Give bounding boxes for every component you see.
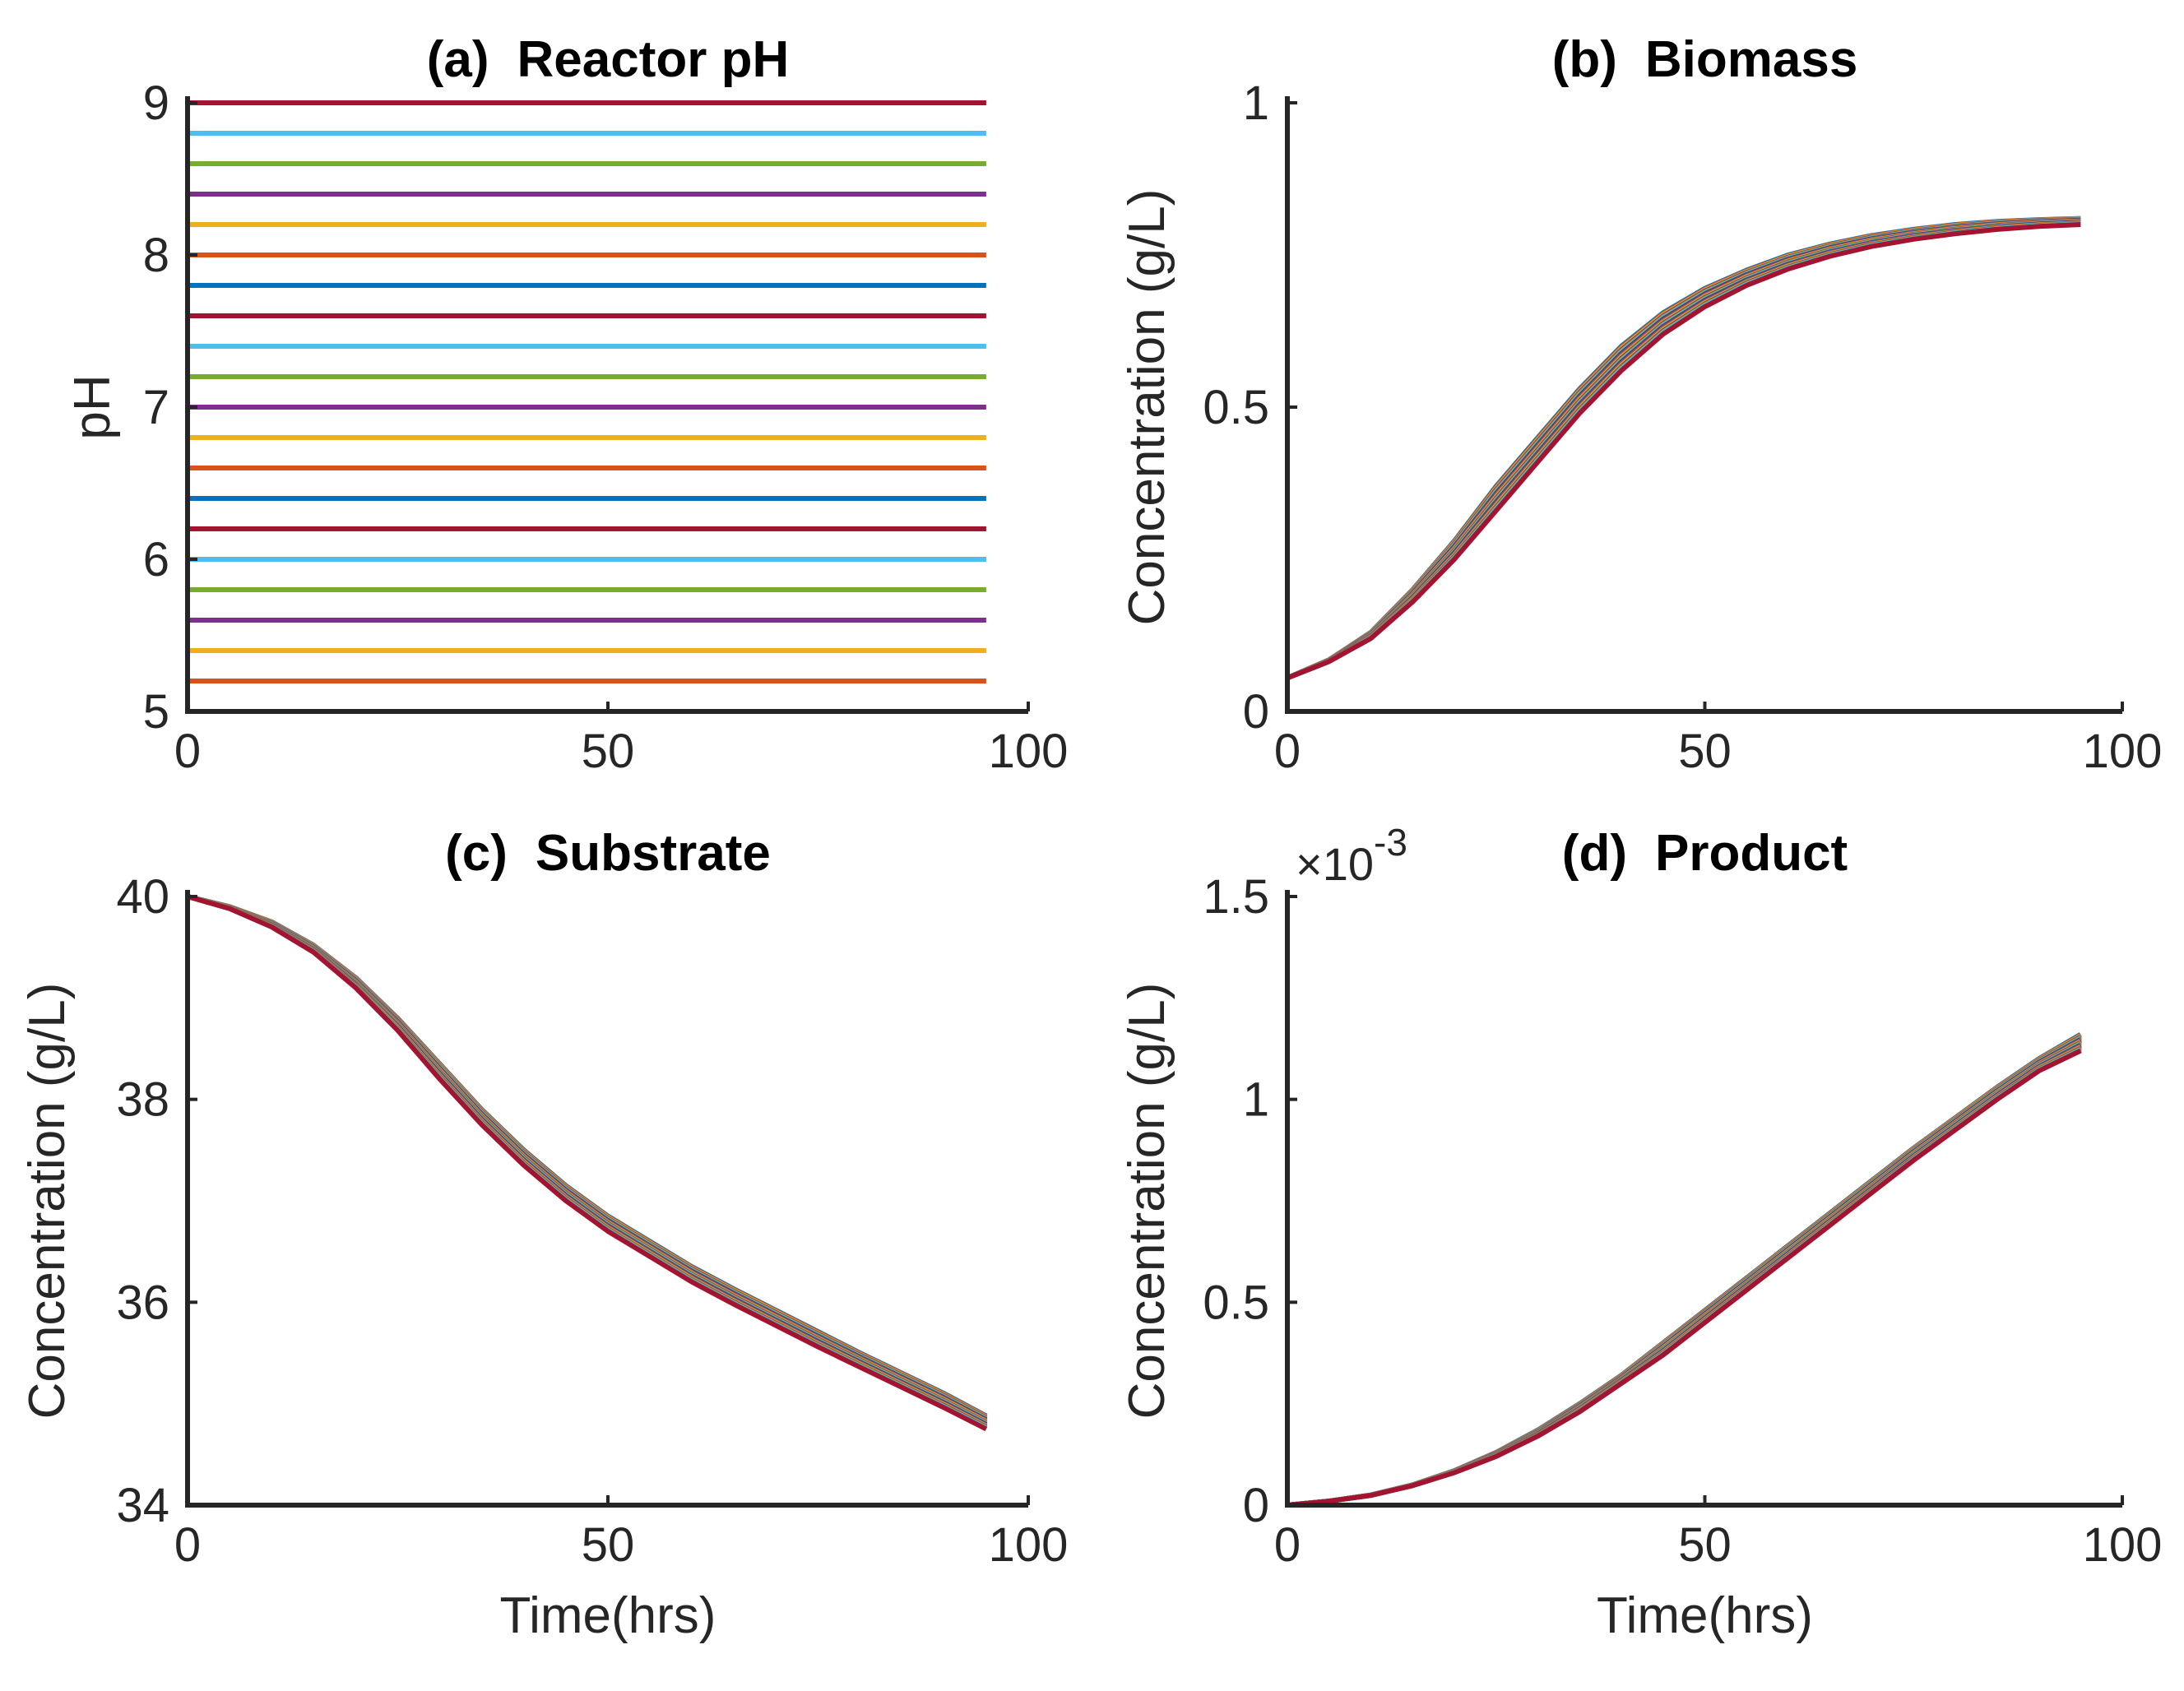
y-tick-label: 38	[116, 1073, 169, 1127]
panel-c: 0 50 100 34 36 38 40 (c) Substrate Concentration …	[19, 825, 1068, 1644]
y-tick-label: 34	[116, 1479, 169, 1532]
series-line	[187, 894, 988, 1432]
series-group	[188, 100, 986, 714]
x-tick-label: 100	[2083, 1518, 2163, 1572]
y-axis-label: pH	[64, 374, 121, 439]
chart-title: (d) Product	[1562, 825, 1848, 882]
panel-label: (d)	[1562, 825, 1627, 882]
series-line	[1287, 1036, 2082, 1508]
series-line	[187, 894, 988, 1420]
panel-title: Reactor pH	[517, 31, 790, 88]
series-line	[1287, 1035, 2082, 1508]
series-line	[1287, 1033, 2082, 1508]
panel-title: Biomass	[1645, 31, 1857, 88]
y-tick-label: 0	[1243, 685, 1269, 739]
y-tick-label: 5	[143, 685, 169, 739]
y-tick-label: 6	[143, 533, 169, 586]
series-group	[1287, 1032, 2082, 1508]
y-tick-label: 1	[1243, 1073, 1269, 1127]
y-tick-label: 36	[116, 1276, 169, 1329]
series-line	[187, 894, 988, 1426]
series-line	[1287, 1034, 2082, 1508]
panel-title: Product	[1655, 825, 1848, 882]
y-tick-label: 9	[143, 76, 169, 130]
series-group	[1286, 215, 2081, 681]
x-tick-label: 0	[174, 725, 201, 778]
series-line	[1287, 1035, 2082, 1508]
series-line	[1287, 1048, 2082, 1508]
series-line	[187, 894, 988, 1427]
x-tick-label: 0	[1274, 725, 1301, 778]
chart-title: (c) Substrate	[445, 825, 771, 882]
series-line	[187, 894, 988, 1425]
x-tick-label: 100	[989, 1518, 1069, 1572]
panel-d: 0 50 100 0 0.5 1 1.5 (d) Product Concentration (g…	[1119, 821, 2162, 1644]
x-tick-label: 0	[174, 1518, 201, 1572]
series-line	[187, 894, 988, 1420]
series-line	[187, 894, 988, 1422]
series-line	[187, 894, 988, 1428]
series-line	[1286, 222, 2081, 681]
y-tick-label: 0	[1243, 1479, 1269, 1532]
panel-title: Substrate	[536, 825, 771, 882]
x-tick-label: 100	[989, 725, 1069, 778]
series-line	[187, 894, 988, 1419]
series-line	[187, 894, 988, 1422]
panel-label: (a)	[427, 31, 489, 88]
x-tick-label: 50	[582, 725, 635, 778]
y-tick-label: 0.5	[1203, 381, 1269, 434]
y-tick-label: 1.5	[1203, 870, 1269, 924]
series-line	[1287, 1037, 2082, 1508]
y-tick-label: 1	[1243, 76, 1269, 130]
panel-a: 0 50 100 5 6 7 8 9 (a) Reactor pH pH	[64, 31, 1068, 778]
series-line	[1287, 1037, 2082, 1508]
series-line	[187, 894, 988, 1431]
y-tick-label: 0.5	[1203, 1276, 1269, 1329]
axis-exponent-label: ×10-3	[1296, 821, 1407, 890]
chart-title: (b) Biomass	[1552, 31, 1858, 88]
y-tick-label: 7	[143, 381, 169, 434]
y-tick-label: 40	[116, 870, 169, 924]
x-tick-label: 100	[2083, 725, 2163, 778]
x-axis-label: Time(hrs)	[1597, 1587, 1813, 1644]
x-tick-label: 50	[582, 1518, 635, 1572]
series-line	[187, 894, 988, 1425]
panel-b: 0 50 100 0 0.5 1 (b) Biomass Concentration (g/L)	[1119, 31, 2162, 778]
chart-title: (a) Reactor pH	[427, 31, 790, 88]
series-line	[1287, 1032, 2082, 1508]
y-axis-label: Concentration (g/L)	[1119, 983, 1175, 1420]
series-group	[187, 894, 988, 1432]
series-line	[187, 894, 988, 1424]
series-line	[187, 894, 988, 1423]
x-tick-label: 50	[1678, 1518, 1732, 1572]
panel-label: (c)	[445, 825, 508, 882]
x-tick-label: 0	[1274, 1518, 1301, 1572]
exponent-base: ×10	[1296, 838, 1374, 890]
x-tick-label: 50	[1678, 725, 1732, 778]
series-line	[187, 894, 988, 1425]
exponent-power: -3	[1374, 821, 1407, 864]
series-line	[187, 894, 988, 1429]
series-line	[187, 894, 988, 1421]
series-line	[187, 894, 988, 1430]
panel-label: (b)	[1552, 31, 1617, 88]
y-axis-label: Concentration (g/L)	[1119, 189, 1175, 626]
series-line	[187, 894, 988, 1429]
series-line	[187, 894, 988, 1429]
series-line	[187, 894, 988, 1419]
y-axis-label: Concentration (g/L)	[19, 983, 76, 1420]
x-axis-label: Time(hrs)	[500, 1587, 716, 1644]
y-tick-label: 8	[143, 229, 169, 282]
